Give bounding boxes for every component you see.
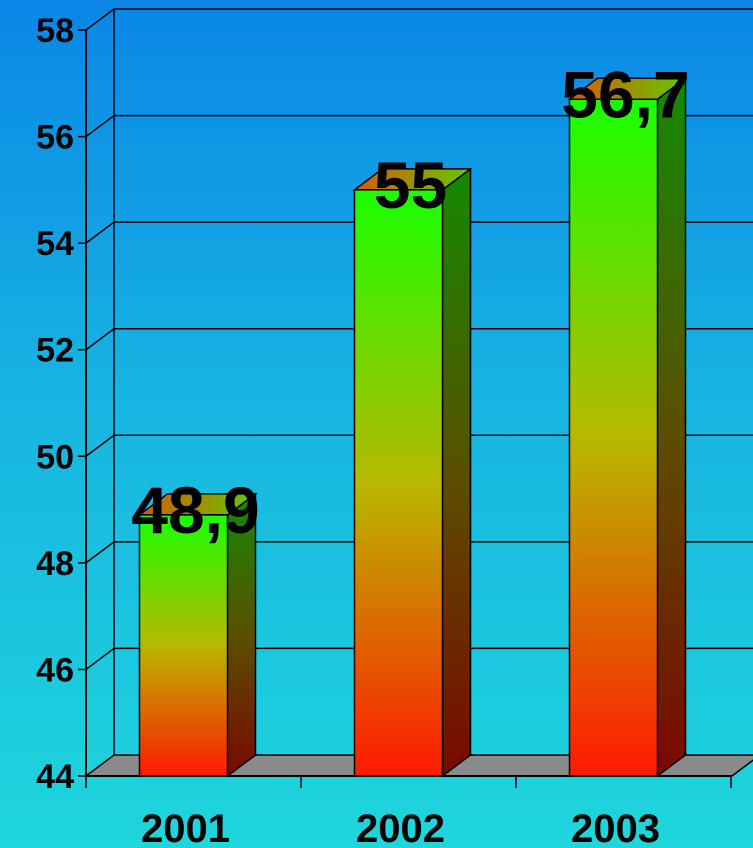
x-tick-label: 2003: [571, 807, 660, 848]
gridline-depth: [85, 434, 115, 457]
data-label: 56,7: [561, 57, 689, 131]
bar-front-face: [353, 189, 444, 777]
gridline-depth: [85, 647, 115, 671]
y-tick-label: 54: [36, 225, 74, 263]
bar-side-face: [441, 167, 472, 778]
bar-layer: [137, 76, 688, 778]
bar-front-face: [568, 98, 659, 777]
bar-side-face: [656, 76, 687, 778]
x-tick-label: 2002: [356, 807, 445, 848]
data-label: 55: [374, 148, 447, 222]
gridline-depth: [85, 114, 115, 138]
y-tick-label: 46: [36, 651, 74, 689]
bar-2001: [137, 492, 258, 778]
y-tick-label: 44: [36, 758, 74, 796]
data-label: 48,9: [131, 473, 259, 547]
gridline-depth: [85, 541, 115, 564]
y-tick-label: 48: [36, 545, 74, 583]
gridline-depth: [85, 328, 115, 351]
bar-front-face: [138, 514, 229, 777]
y-tick-label: 58: [36, 12, 74, 50]
y-tick-label: 56: [36, 119, 74, 157]
gridline-depth: [85, 8, 115, 31]
label-layer: 2001 48,9 2002 55 2003 56,7: [131, 57, 689, 848]
bar-2003: [567, 76, 688, 778]
bar-2002: [352, 167, 473, 778]
gridline-depth: [85, 221, 115, 244]
y-tick-label: 52: [36, 332, 74, 370]
y-tick-label: 50: [36, 438, 74, 476]
x-tick-label: 2001: [141, 807, 230, 848]
